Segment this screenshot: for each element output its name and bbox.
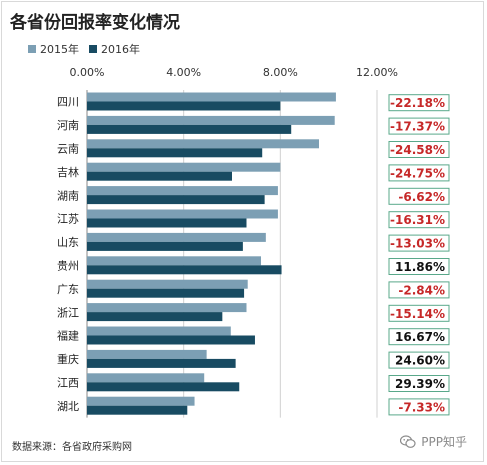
bar-2015 — [87, 115, 335, 125]
x-tick-label: 0.00% — [70, 66, 105, 79]
wechat-icon — [400, 434, 416, 448]
bar-2015 — [87, 139, 319, 149]
bar-2015 — [87, 373, 205, 383]
bar-2015 — [87, 303, 247, 313]
legend-swatch-2016 — [89, 45, 97, 53]
bar-2015 — [87, 162, 281, 172]
legend-item-2015: 2015年 — [28, 41, 79, 57]
category-label: 湖南 — [57, 189, 79, 202]
category-label: 湖北 — [57, 400, 79, 413]
category-label: 吉林 — [57, 165, 79, 179]
category-label: 浙江 — [57, 306, 79, 319]
bar-2015 — [87, 349, 207, 359]
change-label: 29.39% — [395, 377, 445, 391]
category-label: 江苏 — [57, 213, 79, 226]
change-label: 16.67% — [395, 330, 445, 344]
bar-2016 — [87, 405, 188, 415]
change-label: -24.58% — [390, 143, 445, 157]
bar-2016 — [87, 101, 281, 111]
legend-item-2016: 2016年 — [89, 41, 140, 57]
change-label-box — [388, 351, 450, 369]
change-label-box — [388, 375, 450, 392]
bar-2016 — [87, 335, 255, 345]
change-label: 24.60% — [395, 354, 445, 368]
category-label: 广东 — [57, 283, 79, 296]
bar-2016 — [87, 382, 240, 392]
change-label-box — [388, 164, 450, 182]
change-label: -15.14% — [390, 307, 445, 321]
change-label-box — [388, 187, 450, 205]
bar-2015 — [87, 256, 261, 266]
bar-2016 — [87, 241, 243, 251]
category-label: 贵州 — [57, 260, 79, 273]
change-label-box — [388, 141, 450, 158]
category-label: 山东 — [57, 236, 79, 249]
x-tick-label: 4.00% — [166, 66, 201, 79]
change-label: -22.18% — [390, 96, 445, 110]
bar-2016 — [87, 171, 232, 181]
change-label-box — [388, 234, 450, 252]
legend-swatch-2015 — [28, 45, 36, 53]
bar-2015 — [87, 326, 231, 336]
bar-2015 — [87, 209, 278, 219]
category-label: 福建 — [57, 329, 79, 343]
change-label-box — [388, 258, 450, 275]
bar-2016 — [87, 195, 265, 205]
chart-legend: 2015年 2016年 — [28, 41, 140, 57]
bar-2016 — [87, 288, 245, 298]
bar-2016 — [87, 358, 236, 368]
category-label: 云南 — [57, 143, 79, 156]
x-tick-label: 8.00% — [263, 66, 298, 79]
bar-2016 — [87, 124, 292, 134]
change-label: -13.03% — [390, 237, 445, 251]
bar-2016 — [87, 218, 247, 228]
change-label: -16.31% — [390, 213, 445, 227]
category-label: 重庆 — [57, 352, 79, 366]
category-label: 江西 — [57, 377, 79, 390]
change-label: 11.86% — [395, 260, 445, 274]
change-label-box — [388, 117, 450, 135]
change-label-box — [388, 304, 450, 322]
bar-2015 — [87, 396, 195, 406]
x-tick-label: 12.00% — [356, 66, 398, 79]
change-label-box — [388, 328, 450, 346]
legend-label-2015: 2015年 — [40, 43, 79, 56]
change-label-box — [388, 398, 450, 416]
change-label-box — [388, 281, 450, 299]
bar-2015 — [87, 232, 266, 242]
category-label: 四川 — [57, 96, 79, 109]
bar-2015 — [87, 279, 248, 289]
bar-2015 — [87, 186, 278, 196]
bar-2015 — [87, 92, 336, 102]
legend-label-2016: 2016年 — [101, 43, 140, 56]
change-label-box — [388, 211, 450, 229]
watermark: PPP知乎 — [400, 433, 467, 450]
data-source-note: 数据来源：各省政府采购网 — [12, 442, 132, 453]
bar-2016 — [87, 148, 263, 158]
category-label: 河南 — [57, 119, 79, 132]
change-label: -2.84% — [398, 283, 445, 297]
bar-2016 — [87, 312, 223, 322]
watermark-text: PPP知乎 — [421, 435, 467, 449]
change-label: -7.33% — [398, 400, 445, 414]
chart-title: 各省份回报率变化情况 — [10, 13, 180, 33]
bar-2016 — [87, 265, 282, 275]
change-label: -6.62% — [398, 190, 445, 204]
change-label: -17.37% — [390, 120, 445, 134]
change-label: -24.75% — [390, 166, 445, 180]
change-label-box — [388, 94, 450, 112]
